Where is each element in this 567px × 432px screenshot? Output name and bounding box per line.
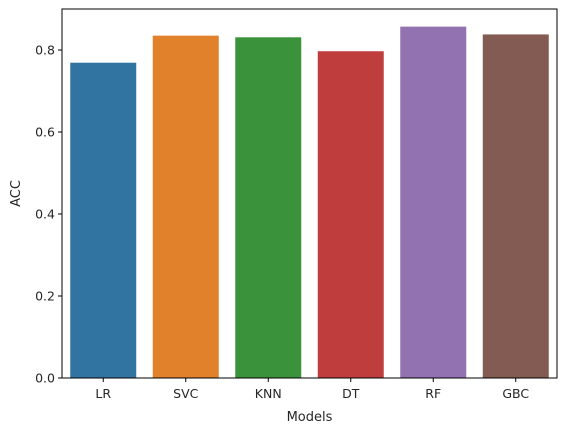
bar-lr xyxy=(70,62,137,379)
y-tick-label: 0.6 xyxy=(35,125,55,140)
x-tick-label: KNN xyxy=(255,386,282,401)
y-tick-label: 0.4 xyxy=(35,207,55,222)
plot-frame xyxy=(61,8,558,379)
y-tick-label: 0.8 xyxy=(35,43,55,58)
bar-rf xyxy=(400,26,467,378)
x-tick-label: GBC xyxy=(502,386,529,401)
x-axis-label: Models xyxy=(287,410,333,425)
x-axis-ticks: LR SVC KNN DT RF GBC xyxy=(95,378,529,401)
y-axis-ticks: 0.0 0.2 0.4 0.6 0.8 xyxy=(35,43,62,386)
bar-svc xyxy=(152,35,219,379)
bars-group xyxy=(70,26,549,379)
x-tick-label: RF xyxy=(425,386,441,401)
x-tick-label: LR xyxy=(95,386,111,401)
y-tick-label: 0.2 xyxy=(35,289,55,304)
x-tick-label: SVC xyxy=(173,386,198,401)
y-axis-label: ACC xyxy=(9,180,24,207)
y-tick-label: 0.0 xyxy=(35,371,55,386)
x-tick-label: DT xyxy=(342,386,360,401)
bar-knn xyxy=(235,37,302,378)
bar-dt xyxy=(317,51,384,378)
bar-gbc xyxy=(482,34,549,379)
